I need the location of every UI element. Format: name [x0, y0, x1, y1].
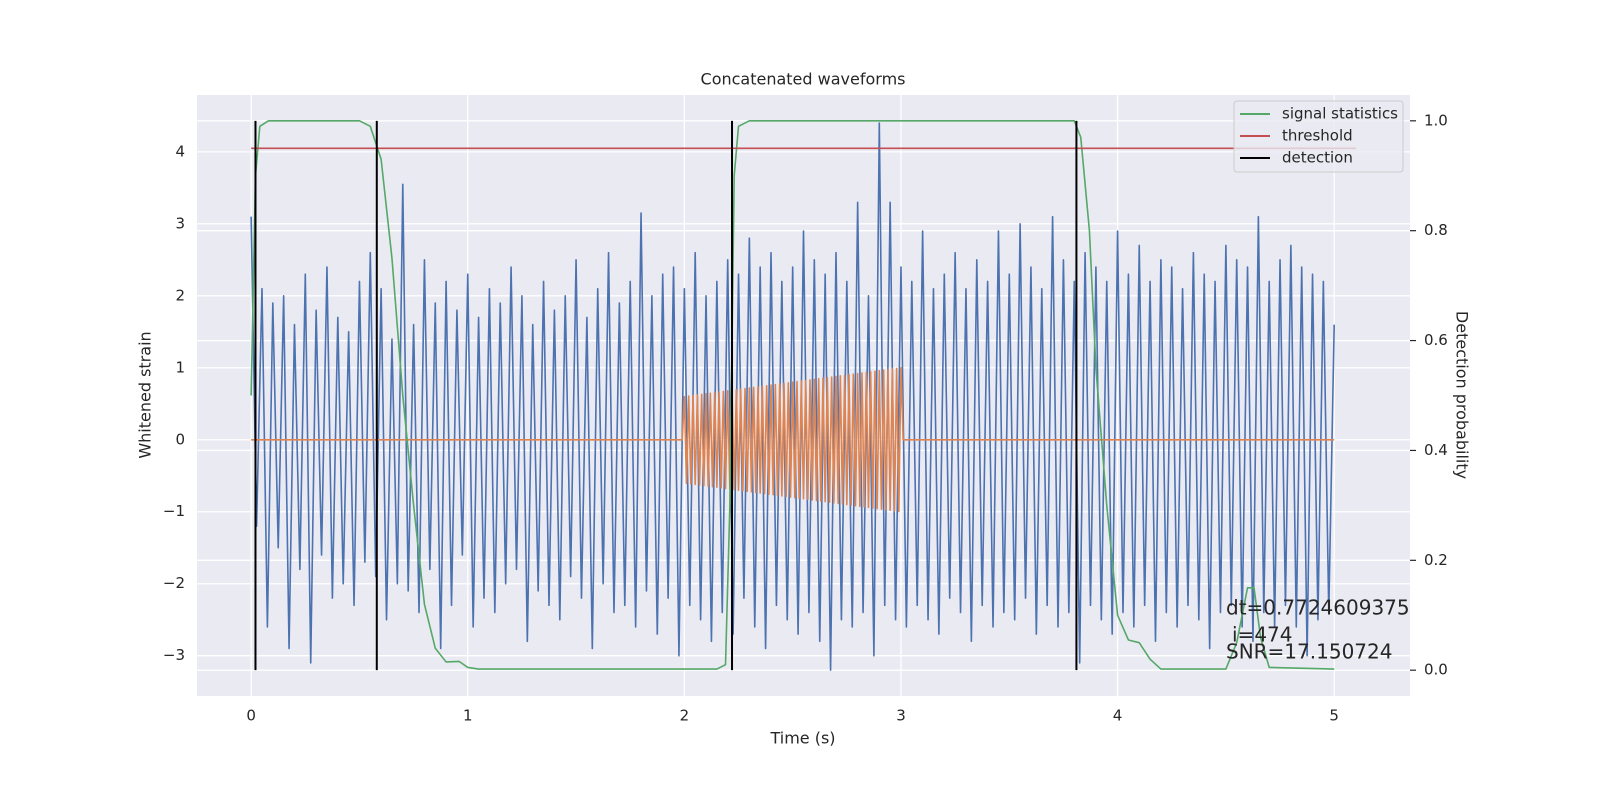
y2-tick-label: 0.8: [1424, 221, 1448, 239]
y-tick-label: −1: [163, 502, 185, 520]
annotation: SNR=17.150724: [1226, 640, 1392, 664]
y2-tick-label: 0.2: [1424, 551, 1448, 569]
x-tick-label: 0: [246, 707, 256, 725]
y2-axis-label: Detection probability: [1453, 311, 1472, 479]
x-tick-label: 3: [896, 707, 906, 725]
x-tick-label: 1: [463, 707, 473, 725]
y-axis-label: Whitened strain: [136, 331, 155, 458]
annotation: dt=0.7724609375: [1226, 596, 1410, 620]
legend-label: signal statistics: [1282, 105, 1398, 123]
chart-title: Concatenated waveforms: [701, 70, 906, 89]
y2-tick-label: 0.0: [1424, 661, 1448, 679]
y2-tick-label: 0.4: [1424, 441, 1448, 459]
y-tick-label: 1: [175, 358, 185, 376]
y-tick-label: −2: [163, 574, 185, 592]
y-tick-label: 4: [175, 142, 185, 160]
x-axis-label: Time (s): [769, 729, 835, 748]
x-tick-label: 5: [1329, 707, 1339, 725]
series-line: [251, 366, 1335, 513]
series-line: [250, 122, 1335, 671]
y-tick-label: 2: [175, 286, 185, 304]
y-tick-label: 3: [175, 214, 185, 232]
x-tick-label: 2: [680, 707, 690, 725]
y-tick-label: −3: [163, 646, 185, 664]
annotation: i=474: [1232, 623, 1293, 647]
y2-tick-label: 0.6: [1424, 331, 1448, 349]
series-line: [250, 120, 1335, 670]
legend-box: [1233, 100, 1404, 173]
y2-tick-label: 1.0: [1424, 111, 1448, 129]
y-tick-label: 0: [175, 430, 185, 448]
x-tick-label: 4: [1113, 707, 1123, 725]
legend-label: detection: [1282, 149, 1353, 167]
legend-label: threshold: [1282, 127, 1353, 145]
